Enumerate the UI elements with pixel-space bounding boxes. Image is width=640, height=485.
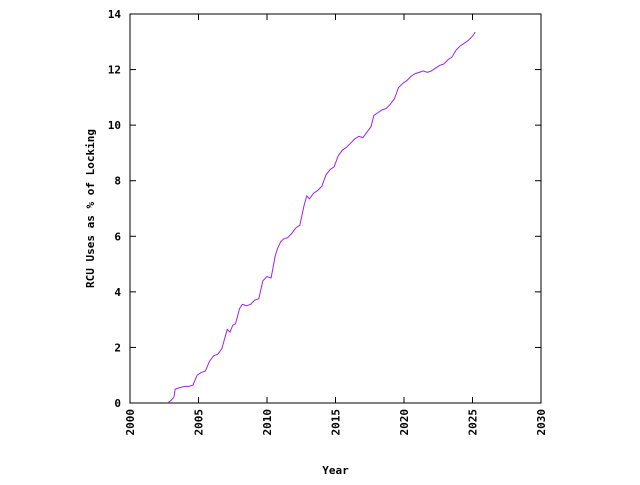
- y-tick-label: 12: [108, 64, 121, 77]
- y-tick-label: 0: [114, 397, 121, 410]
- x-tick-label: 2010: [261, 409, 274, 436]
- x-tick-label: 2000: [124, 409, 137, 436]
- x-tick-label: 2015: [330, 409, 343, 436]
- y-tick-label: 8: [114, 175, 121, 188]
- axis-ticks: [129, 13, 542, 404]
- x-tick-label: 2030: [535, 409, 548, 436]
- y-tick-label: 10: [108, 119, 121, 132]
- tick-labels: 2000 2005 2010 2015 2020 2025 2030 0 2 4 6 8 10 12 14: [108, 8, 548, 436]
- x-tick-label: 2020: [398, 409, 411, 436]
- y-tick-label: 14: [108, 8, 122, 21]
- x-tick-label: 2025: [467, 409, 480, 436]
- plot-area-frame: [129, 13, 542, 404]
- y-tick-label: 2: [114, 341, 121, 354]
- x-tick-label: 2005: [193, 409, 206, 436]
- y-axis-label: RCU Uses as % of Locking: [84, 129, 97, 288]
- y-tick-label: 4: [114, 286, 121, 299]
- y-tick-label: 6: [114, 230, 121, 243]
- x-axis-label: Year: [322, 464, 349, 477]
- series-line: [167, 31, 476, 404]
